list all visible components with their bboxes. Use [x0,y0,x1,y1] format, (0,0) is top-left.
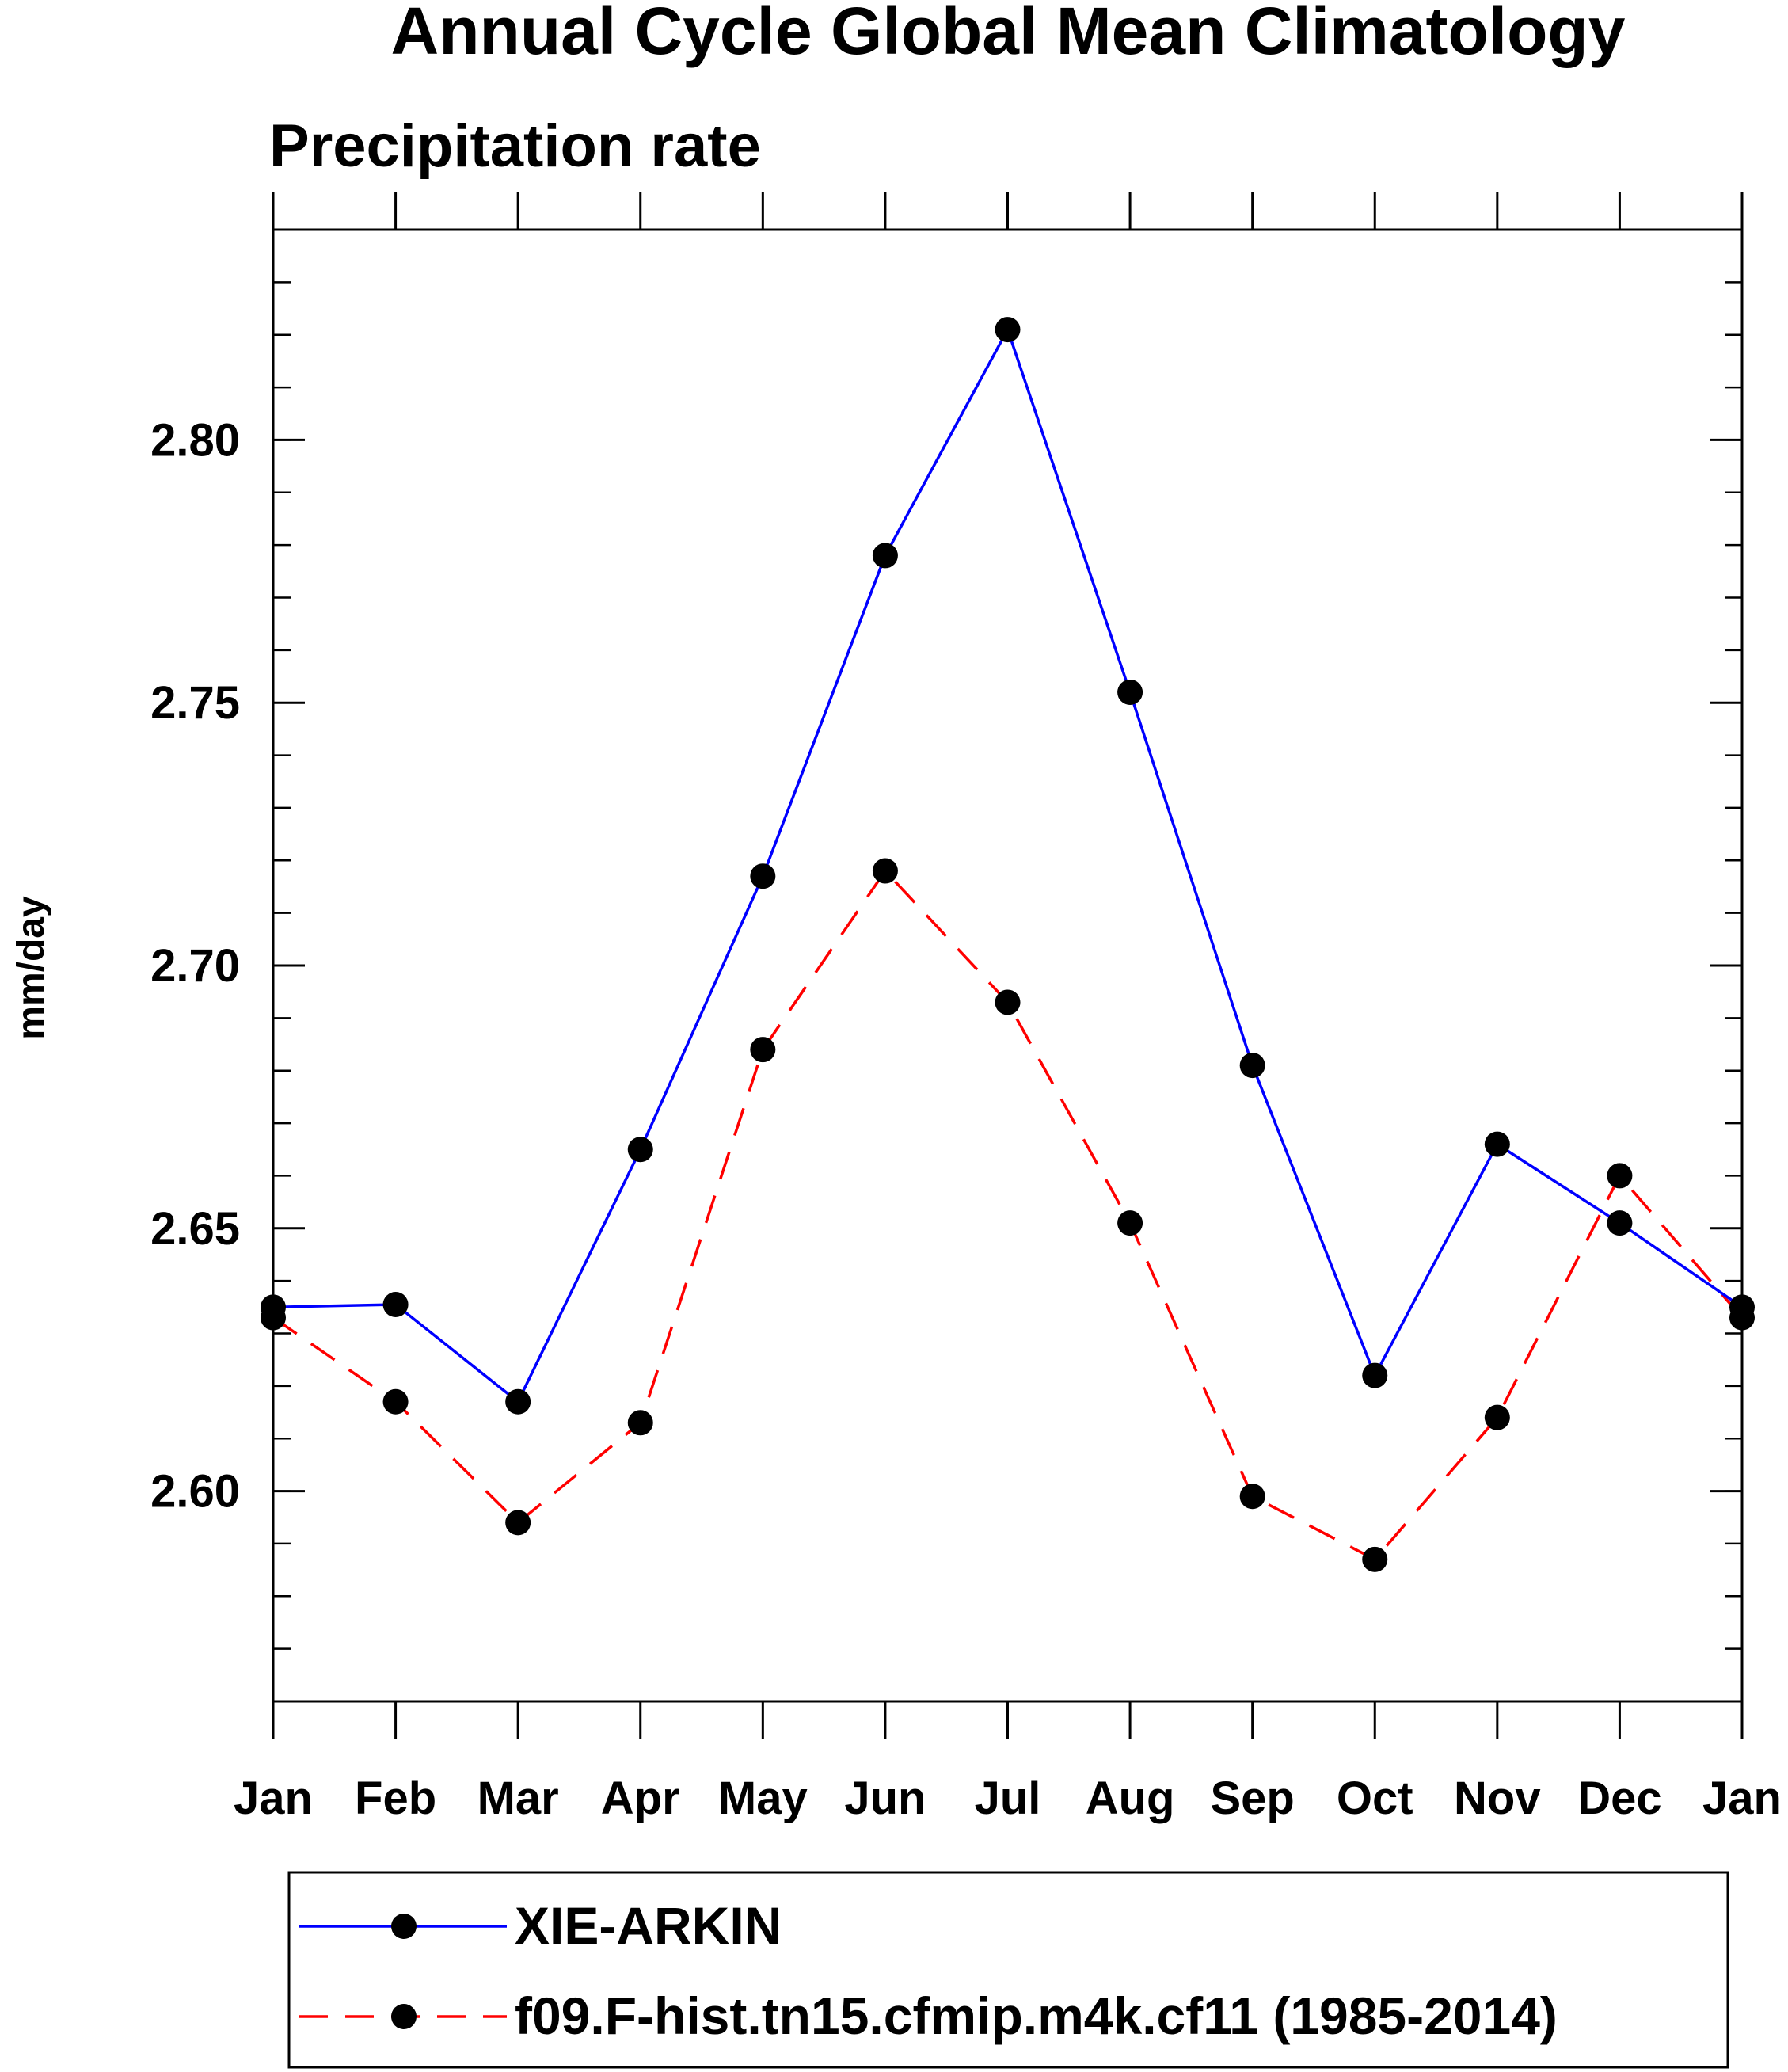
y-tick-label: 2.75 [150,677,240,729]
x-tick-label: May [718,1773,808,1824]
data-point [261,1305,286,1331]
data-point [1729,1305,1755,1331]
data-point [750,863,776,889]
x-tick-label: Dec [1577,1773,1661,1824]
y-tick-label: 2.65 [150,1203,240,1255]
data-point [505,1510,531,1536]
x-tick-label: Jan [234,1773,313,1824]
data-point [382,1292,409,1318]
series-line [272,868,1744,1562]
data-point [627,1410,653,1436]
data-point [1607,1163,1633,1189]
x-tick-label: Apr [601,1773,680,1824]
data-point [872,858,898,884]
data-point [1117,1210,1143,1236]
x-axis-ticks: Jan Feb Mar Apr May Jun Jul Aug Sep Oct Nov Dec Jan [234,192,1782,1824]
x-tick-label: Oct [1337,1773,1413,1824]
legend-marker [391,1914,417,1939]
data-point [995,989,1021,1015]
x-tick-label: Jun [844,1773,926,1824]
y-tick-label: 2.70 [150,940,240,992]
legend-items: XIE-ARKIN f09.F-hist.tn15.cfmip.m4k.cf11 … [299,1896,1558,2045]
data-point [995,317,1021,343]
y-tick-label: 2.60 [150,1466,240,1518]
y-axis-ticks: 2.60 2.65 2.70 2.75 2.80 [150,414,1742,1518]
data-point [1362,1362,1388,1388]
data-point [382,1388,409,1415]
x-tick-label: Sep [1210,1773,1294,1824]
legend-box [287,1871,1729,2069]
x-tick-label: Aug [1086,1773,1175,1824]
data-point [1239,1053,1265,1079]
x-tick-label: Nov [1454,1773,1541,1824]
plot-frame [272,228,1744,1703]
data-point [1362,1546,1388,1572]
data-point [505,1388,531,1415]
x-tick-label: Feb [355,1773,436,1824]
data-point [872,543,898,569]
legend-label: XIE-ARKIN [515,1896,782,1955]
x-tick-label: Jan [1702,1773,1782,1824]
data-point [1484,1131,1510,1157]
legend: XIE-ARKIN f09.F-hist.tn15.cfmip.m4k.cf11 … [287,1871,1729,2069]
data-point [627,1137,653,1163]
data-point [750,1037,776,1063]
series-line [272,326,1743,1404]
chart-subtitle: Precipitation rate [269,112,761,180]
minor-ticks [273,281,1742,1650]
y-axis-label: mm/day [10,896,52,1040]
chart-title: Annual Cycle Global Mean Climatology [391,0,1626,68]
series-layer [261,317,1755,1572]
legend-marker [391,2004,417,2029]
y-tick-label: 2.80 [150,414,240,466]
data-point [1239,1484,1265,1510]
x-tick-label: Mar [477,1773,559,1824]
data-point [1117,679,1143,705]
data-point [1607,1210,1633,1236]
x-tick-label: Jul [975,1773,1041,1824]
data-point [1484,1404,1510,1430]
legend-label: f09.F-hist.tn15.cfmip.m4k.cf11 (1985-201… [515,1986,1558,2045]
